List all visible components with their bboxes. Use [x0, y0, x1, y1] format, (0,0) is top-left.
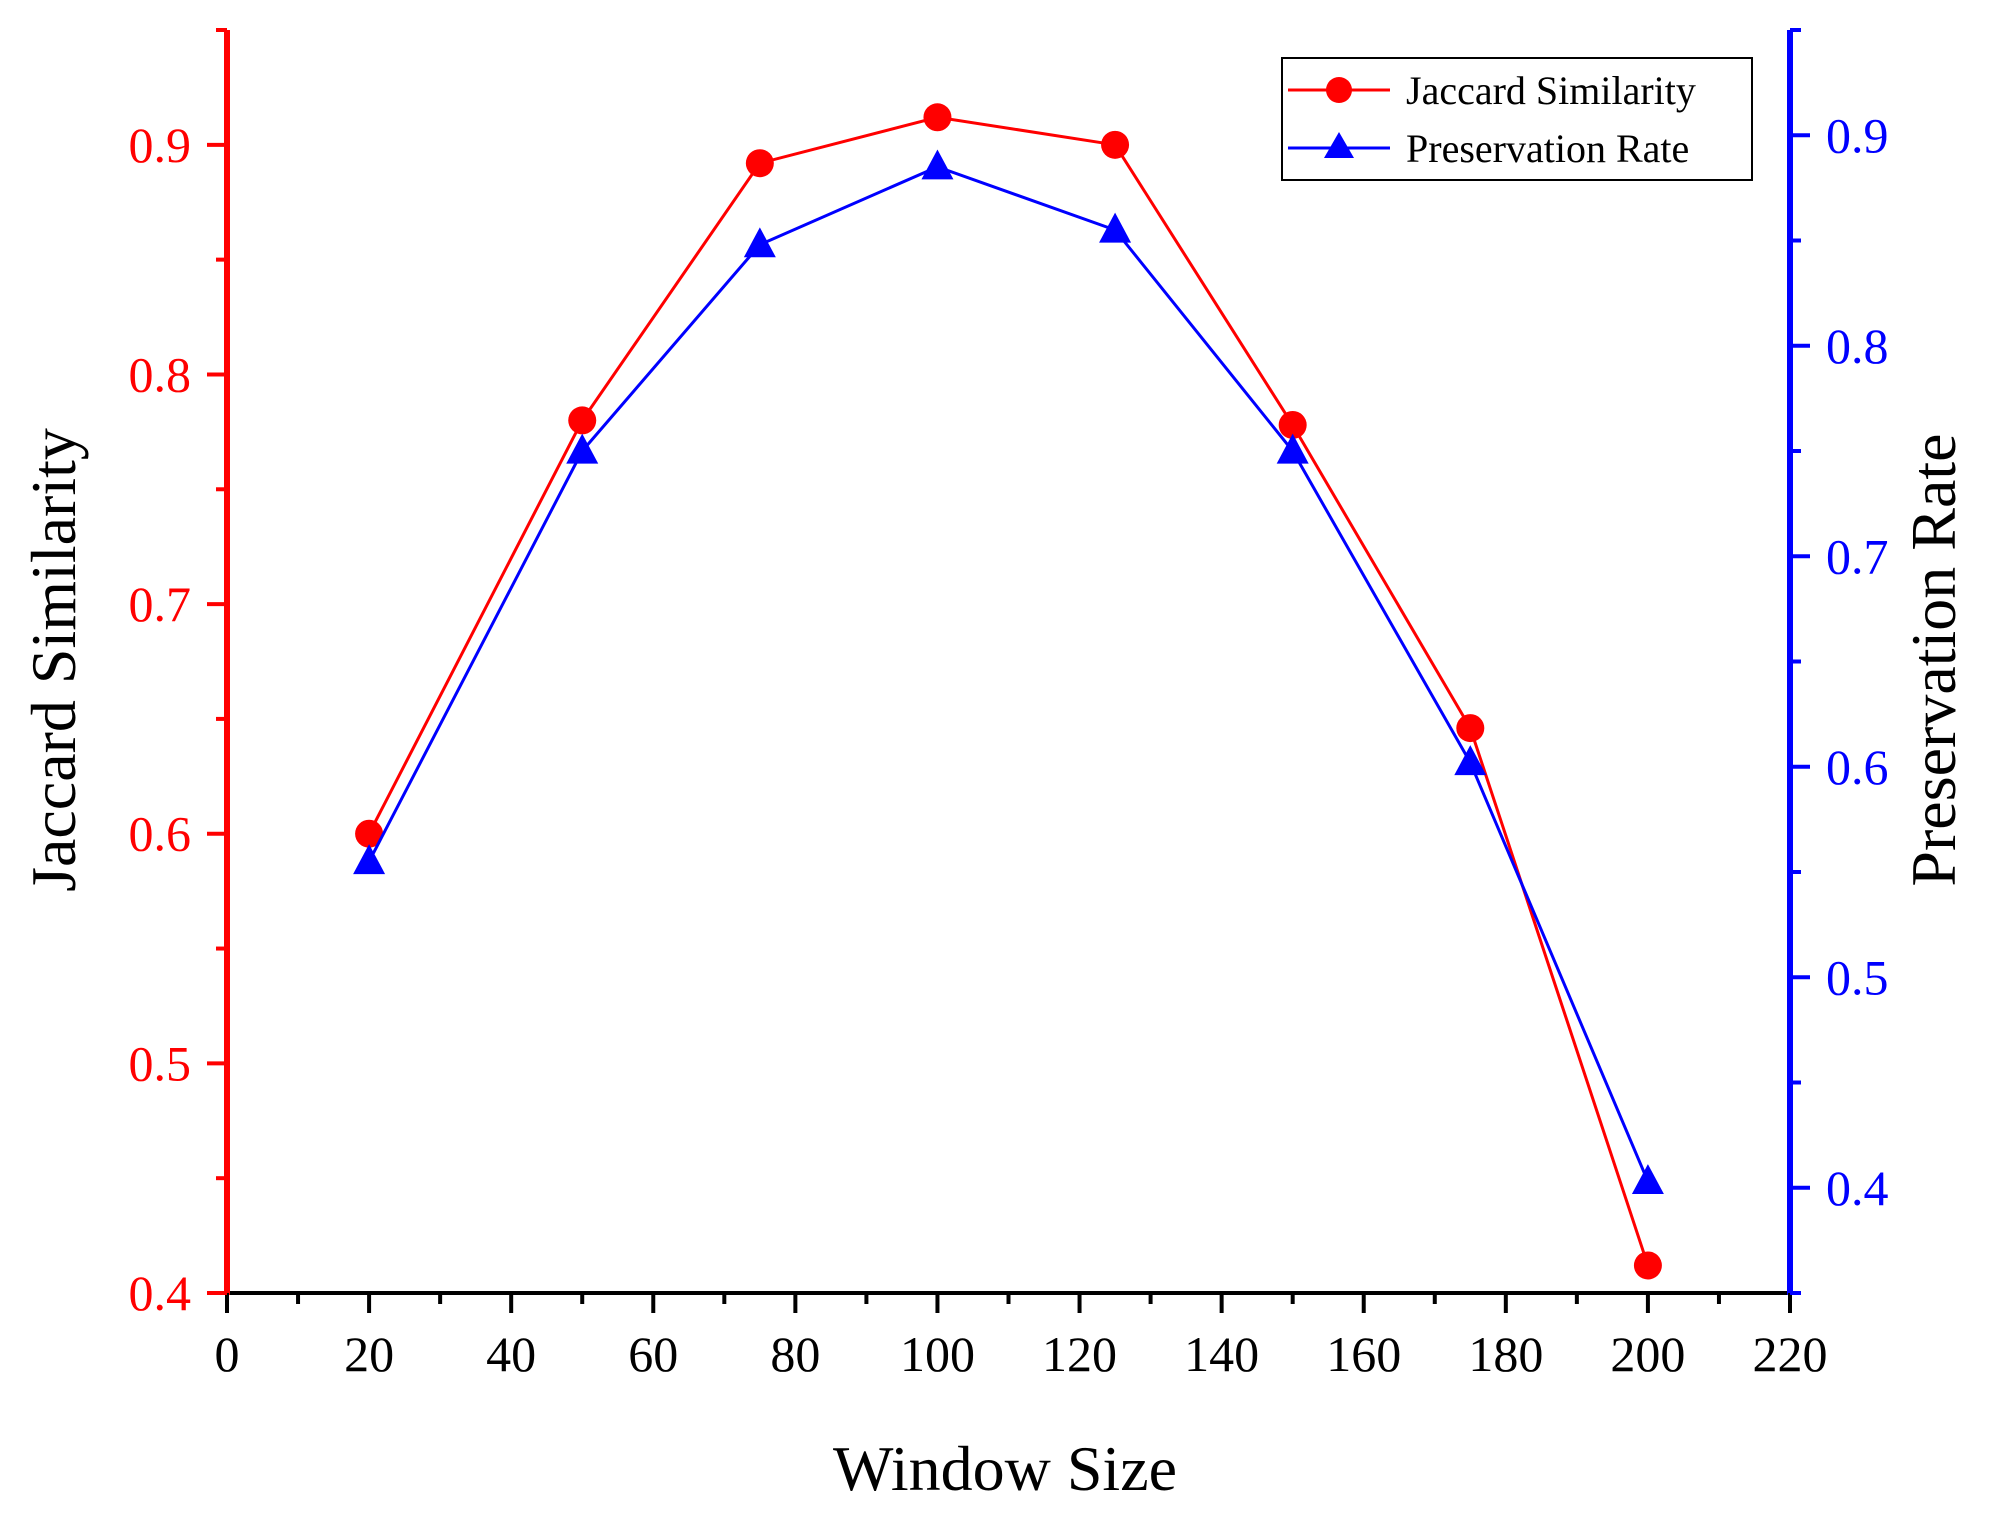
right-y-axis-title: Preservation Rate [1898, 433, 1969, 886]
legend: Jaccard Similarity Preservation Rate [1281, 57, 1753, 181]
right-y-tick-label: 0.6 [1826, 739, 1889, 795]
x-tick-label: 60 [628, 1326, 678, 1382]
left-y-tick-label: 0.8 [129, 346, 192, 402]
left-y-tick-label: 0.6 [129, 806, 192, 862]
series-line-preservation-rate [367, 165, 1650, 1183]
x-tick-label: 160 [1326, 1326, 1401, 1382]
x-tick-label: 40 [486, 1326, 536, 1382]
left-y-tick-label: 0.9 [129, 117, 192, 173]
series-line-jaccard-similarity [367, 115, 1650, 1266]
right-y-tick-label: 0.7 [1826, 528, 1889, 584]
data-point-preservation-rate [353, 844, 386, 875]
x-tick-label: 0 [215, 1326, 240, 1382]
right-y-tick-label: 0.5 [1826, 949, 1889, 1005]
x-tick-label: 220 [1753, 1326, 1828, 1382]
legend-label-jaccard: Jaccard Similarity [1406, 68, 1696, 113]
data-point-jaccard-similarity [1101, 130, 1130, 159]
left-y-tick-label: 0.7 [129, 576, 192, 632]
data-point-preservation-rate [921, 149, 954, 180]
data-point-jaccard-similarity [1278, 410, 1307, 439]
data-point-jaccard-similarity [355, 819, 384, 848]
data-point-jaccard-similarity [1456, 714, 1485, 743]
x-tick-label: 140 [1184, 1326, 1259, 1382]
plot-area: 0 20 40 60 80 100 120 140 160 180 200 220 0.4 0.5 0.6 0… [129, 28, 1889, 1382]
left-y-tick-label: 0.4 [129, 1265, 192, 1321]
x-axis-title: Window Size [833, 1433, 1177, 1504]
x-tick-label: 20 [344, 1326, 394, 1382]
data-point-preservation-rate [1276, 433, 1309, 464]
x-tick-label: 100 [900, 1326, 975, 1382]
x-tick-label: 120 [1042, 1326, 1117, 1382]
right-y-tick-label: 0.4 [1826, 1160, 1889, 1216]
legend-marker-preservation [1324, 132, 1354, 158]
right-y-tick-label: 0.8 [1826, 318, 1889, 374]
data-point-preservation-rate [566, 433, 599, 464]
x-tick-label: 200 [1610, 1326, 1685, 1382]
legend-label-preservation: Preservation Rate [1406, 126, 1689, 171]
data-point-preservation-rate [1099, 212, 1132, 243]
legend-marker-jaccard [1326, 77, 1352, 103]
legend-box [1281, 57, 1753, 181]
data-point-jaccard-similarity [923, 103, 952, 132]
left-y-axis-title: Jaccard Similarity [18, 428, 89, 892]
x-tick-label: 180 [1468, 1326, 1543, 1382]
data-point-jaccard-similarity [745, 149, 774, 178]
data-point-jaccard-similarity [1633, 1251, 1662, 1280]
data-point-preservation-rate [1631, 1164, 1664, 1195]
data-point-preservation-rate [1454, 745, 1487, 776]
data-point-preservation-rate [743, 227, 776, 258]
right-y-tick-label: 0.9 [1826, 107, 1889, 163]
left-y-tick-label: 0.5 [129, 1035, 192, 1091]
x-tick-label: 80 [770, 1326, 820, 1382]
data-point-jaccard-similarity [568, 406, 597, 435]
